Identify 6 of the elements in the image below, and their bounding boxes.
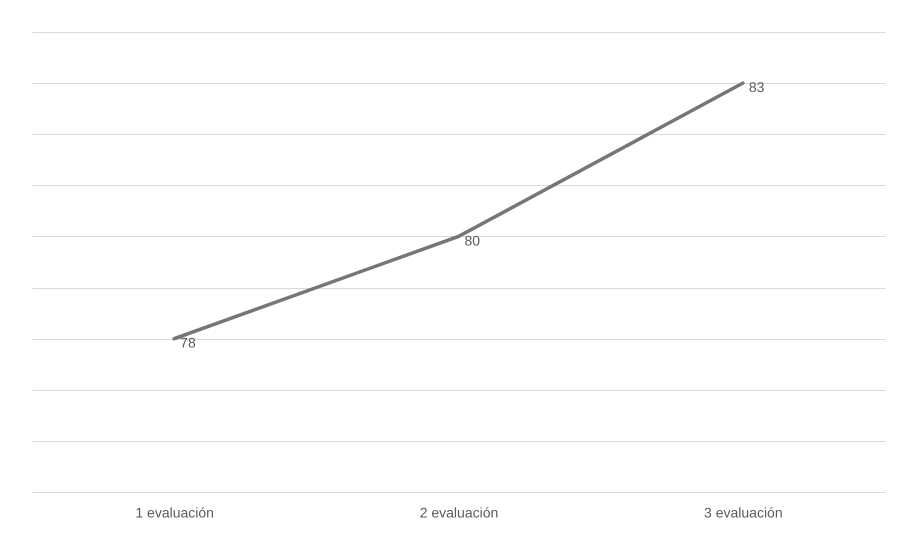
data-label: 83 [748, 79, 765, 96]
x-tick-label: 2 evaluación [420, 504, 498, 520]
x-tick-label: 1 evaluación [135, 504, 214, 520]
x-tick-label: 3 evaluación [704, 504, 783, 520]
data-label: 80 [464, 232, 480, 248]
data-label: 78 [180, 334, 196, 351]
